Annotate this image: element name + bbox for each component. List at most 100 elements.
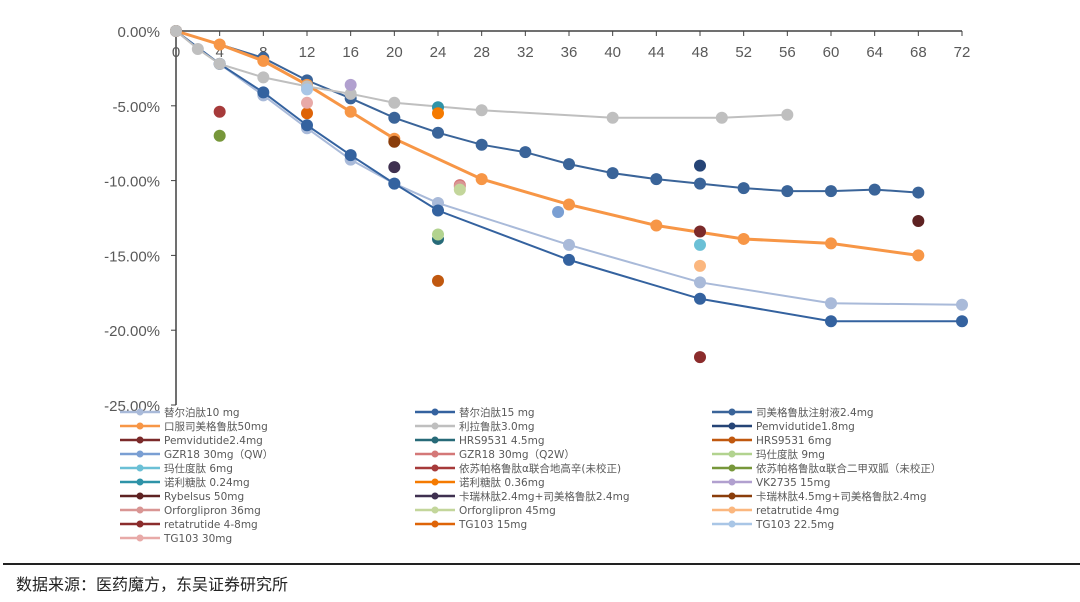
data-point xyxy=(388,161,401,174)
series-6 xyxy=(694,225,706,238)
legend-swatch-marker xyxy=(136,492,144,500)
legend-label: 替尔泊肽10 mg xyxy=(164,406,240,419)
x-tick-label: 60 xyxy=(823,44,840,61)
data-point xyxy=(694,225,706,238)
legend-swatch-marker xyxy=(431,478,439,486)
legend-swatch-marker xyxy=(136,450,144,458)
data-point xyxy=(694,177,706,190)
data-point xyxy=(825,185,837,198)
legend-item: 卡瑞林肽2.4mg+司美格鲁肽2.4mg xyxy=(415,490,629,503)
legend-swatch-marker xyxy=(431,450,439,458)
data-point xyxy=(475,104,488,117)
legend-swatch-marker xyxy=(136,534,144,542)
data-point xyxy=(825,315,837,328)
series-line xyxy=(175,29,919,257)
data-point xyxy=(825,297,837,310)
legend-swatch-marker xyxy=(431,422,439,430)
legend-swatch-marker xyxy=(728,506,736,514)
data-point xyxy=(432,228,444,241)
series-4 xyxy=(170,25,794,124)
legend-item: GZR18 30mg（QW） xyxy=(120,449,273,461)
data-point xyxy=(563,198,575,211)
series-line xyxy=(175,30,919,194)
data-point xyxy=(606,167,619,180)
data-point xyxy=(432,204,444,217)
legend-label: 诺利糖肽 0.24mg xyxy=(164,476,250,489)
legend-swatch-marker xyxy=(136,408,144,416)
x-tick-label: 24 xyxy=(430,44,447,61)
legend-item: 司美格鲁肽注射液2.4mg xyxy=(712,406,874,419)
legend-swatch-marker xyxy=(431,408,439,416)
legend-label: 口服司美格鲁肽50mg xyxy=(164,420,268,433)
legend-item: Orforglipron 45mg xyxy=(415,505,556,517)
series-17 xyxy=(344,78,357,91)
legend-label: GZR18 30mg（QW） xyxy=(164,449,273,461)
legend-label: Rybelsus 50mg xyxy=(164,491,244,503)
legend-swatch-marker xyxy=(431,464,439,472)
data-point xyxy=(432,107,444,120)
data-point xyxy=(213,57,226,70)
divider xyxy=(3,563,1080,565)
data-point xyxy=(170,25,182,37)
weight-loss-chart: 048121620242832364044485256606468720.00%… xyxy=(104,24,970,545)
legend-label: VK2735 15mg xyxy=(756,477,830,489)
x-tick-label: 12 xyxy=(299,44,316,61)
series-5 xyxy=(694,159,706,172)
legend-item: 口服司美格鲁肽50mg xyxy=(120,420,268,433)
legend-swatch-marker xyxy=(728,478,736,486)
data-point xyxy=(388,96,401,109)
legend-label: TG103 30mg xyxy=(163,533,232,545)
data-point xyxy=(912,186,925,199)
data-point xyxy=(694,259,706,272)
y-tick-label: -20.00% xyxy=(104,323,160,340)
data-point xyxy=(344,149,357,162)
x-tick-label: 4 xyxy=(215,44,223,61)
data-point xyxy=(344,105,357,118)
x-tick-label: 28 xyxy=(473,44,490,61)
legend-item: 玛仕度肽 9mg xyxy=(712,448,825,461)
data-point xyxy=(213,105,226,118)
data-point xyxy=(563,238,575,251)
legend-item: TG103 22.5mg xyxy=(712,519,834,531)
legend-label: 司美格鲁肽注射液2.4mg xyxy=(756,406,874,419)
legend-swatch-marker xyxy=(136,520,144,528)
legend-item: 替尔泊肽10 mg xyxy=(120,406,240,419)
data-point xyxy=(694,351,706,364)
data-point xyxy=(715,111,728,124)
data-point xyxy=(213,129,226,142)
legend-swatch-marker xyxy=(136,478,144,486)
legend-swatch-marker xyxy=(431,436,439,444)
data-point xyxy=(301,107,313,120)
data-point xyxy=(475,138,488,151)
x-tick-label: 20 xyxy=(386,44,403,61)
series-2 xyxy=(170,25,925,199)
legend-swatch-marker xyxy=(728,422,736,430)
source-note: 数据来源：医药魔方，东吴证券研究所 xyxy=(16,575,289,594)
data-point xyxy=(694,276,706,289)
series-14 xyxy=(213,129,226,142)
series-19 xyxy=(388,161,401,174)
data-point xyxy=(388,177,401,190)
legend-swatch-marker xyxy=(728,450,736,458)
x-tick-label: 16 xyxy=(342,44,359,61)
legend-item: 依苏帕格鲁肽α联合地高辛(未校正) xyxy=(415,462,621,475)
legend: 替尔泊肽10 mg 替尔泊肽15 mg 司美格鲁肽注射液2.4mg 口服司美格鲁肽50… xyxy=(120,406,941,545)
legend-label: HRS9531 4.5mg xyxy=(459,435,545,447)
data-point xyxy=(781,108,794,121)
data-point xyxy=(475,173,488,186)
legend-label: Orforglipron 36mg xyxy=(164,505,261,517)
data-point xyxy=(519,146,532,159)
legend-item: Pemvidutide2.4mg xyxy=(120,435,263,447)
x-tick-label: 32 xyxy=(517,44,534,61)
legend-label: 卡瑞林肽2.4mg+司美格鲁肽2.4mg xyxy=(459,490,629,503)
series-25 xyxy=(301,107,313,120)
legend-item: retatrutide 4mg xyxy=(712,505,839,517)
legend-label: Pemvidutide1.8mg xyxy=(756,421,855,433)
legend-item: VK2735 15mg xyxy=(712,477,830,489)
x-tick-label: 44 xyxy=(648,44,665,61)
legend-item: Orforglipron 36mg xyxy=(120,505,261,517)
legend-item: GZR18 30mg（Q2W） xyxy=(415,449,575,461)
data-point xyxy=(650,173,663,186)
data-point xyxy=(825,237,837,250)
legend-label: TG103 22.5mg xyxy=(755,519,834,531)
